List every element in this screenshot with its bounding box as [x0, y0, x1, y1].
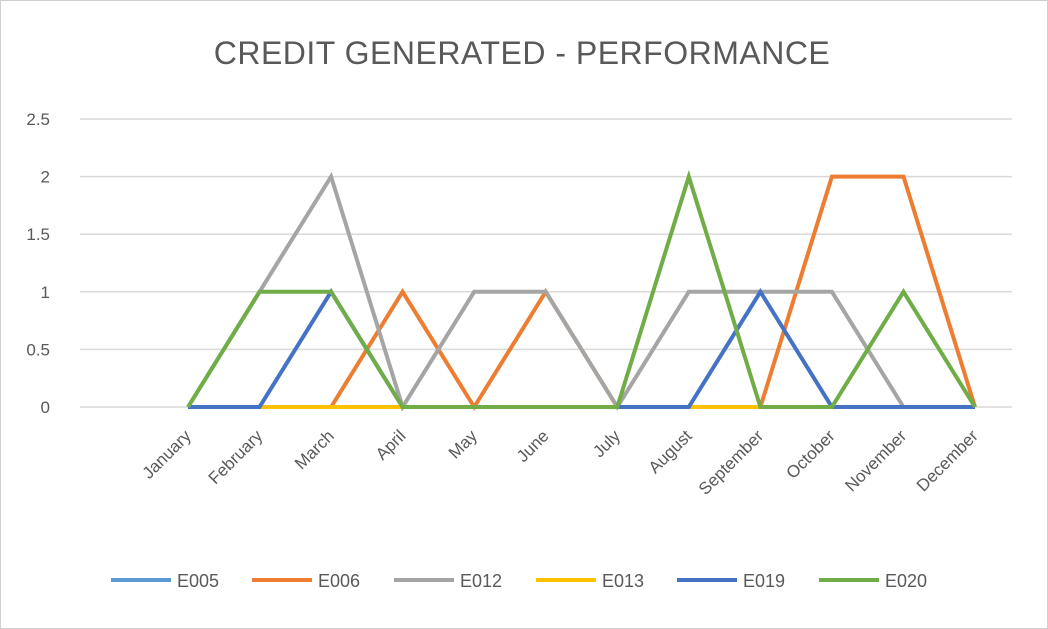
y-axis-ticks: 0 0.5 1 1.5 2 2.5: [26, 110, 50, 417]
legend-label-e006: E006: [318, 571, 360, 591]
y-tick-label: 2: [41, 168, 50, 187]
chart-title: CREDIT GENERATED - PERFORMANCE: [214, 35, 831, 71]
x-tick-label: March: [291, 426, 338, 473]
series-line-e020: [186, 169, 977, 409]
legend-label-e012: E012: [460, 571, 502, 591]
legend-label-e020: E020: [885, 571, 927, 591]
y-tick-label: 1.5: [26, 225, 50, 244]
legend-label-e013: E013: [602, 571, 644, 591]
x-axis-ticks: January February March April May June July Augu…: [139, 426, 982, 499]
x-tick-label: February: [205, 426, 267, 488]
series-lines: [186, 169, 977, 412]
legend-label-e005: E005: [177, 571, 219, 591]
y-tick-label: 2.5: [26, 110, 50, 129]
x-tick-label: April: [372, 426, 409, 463]
x-tick-label: May: [445, 426, 481, 462]
x-tick-label: December: [913, 426, 982, 495]
x-tick-label: October: [783, 426, 839, 482]
gridlines: [80, 118, 1012, 408]
x-tick-label: September: [695, 426, 767, 498]
x-tick-label: November: [841, 426, 910, 495]
y-tick-label: 1: [41, 283, 50, 302]
legend: E005 E006 E012 E013 E019 E020: [111, 571, 927, 591]
y-tick-label: 0.5: [26, 340, 50, 359]
legend-label-e019: E019: [743, 571, 785, 591]
x-tick-label: June: [513, 426, 553, 466]
y-tick-label: 0: [41, 398, 50, 417]
x-tick-label: July: [589, 426, 624, 461]
x-tick-label: January: [139, 426, 196, 483]
series-line-e012: [186, 171, 975, 412]
x-tick-label: August: [645, 426, 696, 477]
